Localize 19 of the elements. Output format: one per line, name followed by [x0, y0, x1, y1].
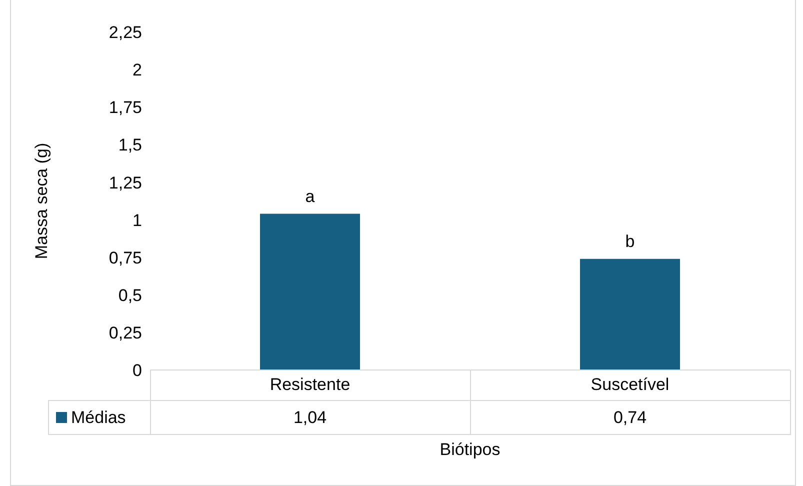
x-tick-label: Resistente: [270, 375, 350, 394]
y-tick-label: 1,5: [118, 136, 142, 155]
x-tick-label: Suscetível: [590, 375, 670, 394]
data-label: 0,74: [612, 406, 648, 428]
y-tick-label: 1: [132, 210, 142, 230]
y-tick-label: 0: [132, 361, 142, 380]
annotation: a: [305, 186, 316, 206]
y-tick-label: 1,25: [108, 173, 142, 192]
y-tick-label: 2: [132, 60, 142, 80]
x-axis-title: Biótipos: [438, 440, 502, 460]
y-axis-title: Massa seca (g): [32, 142, 52, 260]
y-tick-label: 0,25: [108, 323, 142, 342]
y-tick-label: 2,25: [108, 23, 142, 42]
legend-label: Médias: [71, 408, 126, 428]
y-tick-label: 0,5: [118, 286, 142, 305]
data-label: 1,04: [292, 406, 328, 428]
y-tick-label: 0,75: [108, 248, 142, 268]
y-tick-label: 1,75: [108, 98, 142, 118]
annotation: b: [625, 232, 635, 251]
